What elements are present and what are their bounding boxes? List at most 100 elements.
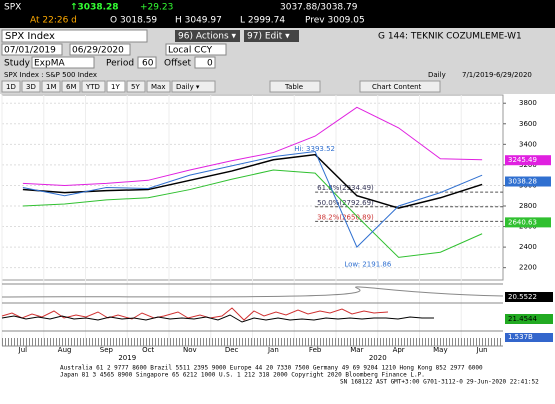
y-tick-label: 3800 — [519, 99, 537, 107]
offset-label: Offset — [164, 59, 192, 69]
series-line — [22, 150, 483, 248]
footer-line: Japan 81 3 4565 8900 Singapore 65 6212 1… — [60, 372, 425, 379]
high: H 3049.97 — [175, 16, 222, 26]
last: ↑3038.28 — [70, 3, 119, 13]
range-button-label: 3D — [26, 83, 36, 91]
last-value-box — [505, 155, 551, 166]
range: 7/1/2019-6/29/2020 — [462, 71, 532, 79]
fib-label: 38.2%(2650.89) — [317, 213, 374, 221]
last-value-box — [505, 217, 551, 228]
frequency: Daily — [428, 71, 446, 79]
at: At 22:26 d — [30, 16, 77, 26]
page-title: G 144: TEKNIK COZUMLEME-W1 — [378, 32, 522, 42]
last-value: 2640.63 — [508, 218, 537, 226]
range-button-label: YTD — [85, 83, 100, 91]
panel-value-box — [505, 333, 553, 342]
range-button[interactable] — [146, 80, 171, 93]
period-label: Period — [106, 59, 134, 69]
range-button-label: 1M — [46, 83, 57, 91]
range-button-label: 5Y — [131, 83, 140, 91]
last-value: 3038.28 — [508, 178, 537, 186]
start: 07/01/2019 — [4, 46, 56, 56]
year-label: 2020 — [369, 354, 387, 362]
end-input[interactable] — [69, 43, 131, 56]
x-tick-label: Jun — [476, 346, 488, 354]
range-button[interactable] — [1, 80, 21, 93]
period: 60 — [142, 59, 154, 69]
period-input[interactable] — [137, 56, 157, 69]
change: +29.23 — [140, 3, 173, 13]
panel-value-box — [505, 292, 553, 302]
currency-select[interactable] — [165, 43, 227, 56]
x-tick-label: Oct — [142, 346, 154, 354]
table-button[interactable] — [269, 80, 321, 93]
description: SPX Index : S&P 500 Index — [4, 71, 97, 79]
y-tick-label: 2400 — [519, 243, 537, 251]
x-tick-label: Jul — [18, 346, 28, 354]
range-button[interactable] — [21, 80, 41, 93]
x-tick-label: Nov — [183, 346, 197, 354]
x-tick-label: Feb — [309, 346, 322, 354]
offset: 0 — [207, 59, 213, 69]
range-button[interactable] — [81, 80, 106, 93]
range-button-label: 1D — [6, 83, 16, 91]
study-label: Study — [4, 59, 31, 69]
indicator-panels — [1, 283, 504, 347]
start-input[interactable] — [1, 43, 63, 56]
range-button[interactable] — [171, 80, 216, 93]
security-input[interactable] — [1, 29, 148, 43]
x-tick-label: Apr — [393, 346, 405, 354]
y-tick-label: 3400 — [519, 140, 537, 148]
series-line — [22, 153, 483, 209]
plot: 220024002600280030003200340036003800JulA… — [1, 94, 551, 362]
quote-bar — [0, 0, 555, 28]
x-tick-label: Mar — [350, 346, 363, 354]
low: L 2999.74 — [240, 16, 285, 26]
lo-label: Low: 2191.86 — [344, 261, 391, 269]
prev: Prev 3009.05 — [305, 16, 365, 26]
y-tick-label: 3600 — [519, 120, 537, 128]
x-tick-label: May — [433, 346, 447, 354]
edit-button[interactable] — [244, 30, 299, 42]
panel-value: 21.4544 — [508, 315, 537, 323]
fib-label: 61.8%(2934.49) — [317, 184, 374, 192]
panel-value: 1.537B — [508, 333, 533, 341]
offset-input[interactable] — [194, 56, 216, 69]
x-tick-label: Sep — [100, 346, 114, 354]
actions-button[interactable] — [175, 30, 240, 42]
range-button-label: Daily ▾ — [176, 83, 200, 91]
y-tick-label: 2200 — [519, 264, 537, 272]
x-tick-label: Aug — [58, 346, 72, 354]
range-button[interactable] — [61, 80, 81, 93]
last-value: 3245.49 — [508, 156, 537, 164]
study-select[interactable] — [31, 56, 95, 69]
hi-label: Hi: 3393.52 — [294, 145, 335, 153]
panel-value: 20.5522 — [508, 293, 537, 301]
edit: 97) Edit ▾ — [247, 32, 290, 42]
range-button-label: 6M — [66, 83, 77, 91]
range-button-label: Max — [151, 83, 165, 91]
table: Table — [284, 83, 303, 91]
actions: 96) Actions ▾ — [178, 32, 237, 42]
range-button[interactable] — [41, 80, 61, 93]
chart-content-button[interactable] — [359, 80, 441, 93]
range-button[interactable] — [126, 80, 146, 93]
bid-ask: 3037.88/3038.79 — [280, 3, 358, 13]
x-tick-label: Jan — [267, 346, 279, 354]
series-line — [22, 106, 483, 186]
x-tick-label: Dec — [225, 346, 239, 354]
panel-value-box — [505, 314, 553, 324]
study: ExpMA — [34, 59, 65, 69]
range-button[interactable] — [106, 80, 126, 93]
year-label: 2019 — [118, 354, 136, 362]
y-tick-label: 2800 — [519, 202, 537, 210]
security: SPX Index — [5, 31, 55, 42]
fib-label: 50.0%(2792.69) — [317, 199, 374, 207]
end: 06/29/2020 — [72, 46, 124, 56]
last-value-box — [505, 176, 551, 187]
series-line — [22, 169, 483, 258]
open: O 3018.59 — [110, 16, 157, 26]
currency: Local CCY — [168, 46, 213, 56]
range-button-label: 1Y — [111, 83, 120, 91]
